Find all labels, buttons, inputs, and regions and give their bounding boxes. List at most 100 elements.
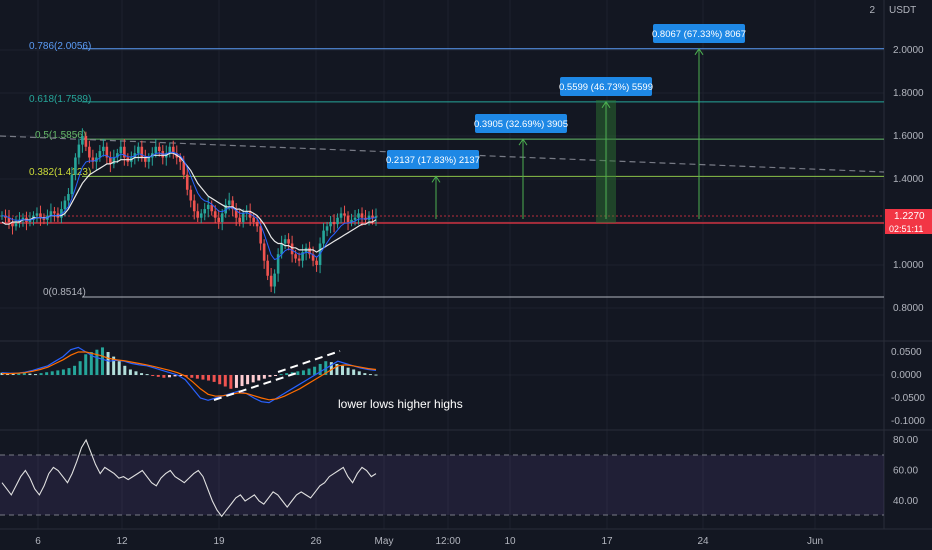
rsi-axis[interactable]: 80.00 60.00 40.00: [893, 435, 918, 507]
macd-hist-bar: [106, 352, 110, 375]
divergence-annotation: lower lows higher highs: [338, 397, 463, 411]
target-tag-4-text: 0.8067 (67.33%) 8067: [652, 29, 746, 40]
candle-body: [325, 226, 329, 231]
candle-body: [332, 222, 336, 225]
candle-body: [123, 146, 126, 158]
candle-body: [357, 213, 360, 218]
macd-hist-bar: [301, 370, 305, 375]
target-tag-3[interactable]: [560, 77, 652, 96]
candle-body: [213, 211, 217, 218]
countdown-text: 02:51:11: [889, 224, 923, 234]
candle-body: [346, 215, 350, 222]
macd-hist-bar: [56, 370, 60, 375]
candle-body: [343, 213, 346, 216]
candle-body: [7, 217, 11, 222]
macd-tick-label: -0.0500: [891, 393, 925, 404]
candle-body: [322, 230, 325, 244]
candle-body: [308, 247, 311, 255]
macd-hist-bar: [117, 361, 121, 375]
candle-body: [227, 200, 231, 205]
candle-body: [269, 275, 273, 287]
last-price-badge: [885, 209, 932, 222]
macd-axis[interactable]: 0.0500 0.0000 -0.0500 -0.1000: [891, 347, 925, 427]
macd-hist-bar: [368, 374, 372, 376]
divergence-line-low[interactable]: [213, 371, 301, 401]
candle-body: [70, 174, 74, 195]
price-tick-label: 1.0000: [893, 260, 924, 271]
macd-hist-bar: [190, 375, 194, 378]
time-tick-label: 26: [310, 536, 322, 547]
candle-body: [60, 209, 63, 218]
rsi-tick-label: 40.00: [893, 496, 918, 507]
macd-hist-bar: [112, 356, 116, 375]
macd-hist-bar: [22, 372, 26, 375]
candle-body: [67, 194, 70, 201]
candle-body: [350, 219, 353, 222]
macd-hist-bar: [73, 365, 77, 375]
macd-hist-bar: [78, 361, 82, 375]
target-arrow-head: [601, 100, 611, 109]
macd-hist-bar: [84, 354, 88, 375]
candle-body: [290, 243, 294, 255]
macd-hist-bar: [39, 373, 43, 375]
macd-hist-bar: [212, 375, 216, 382]
candle-body: [199, 213, 203, 218]
rsi-tick-label: 60.00: [893, 466, 918, 477]
rsi-band-background: [0, 455, 884, 515]
macd-hist-bar: [89, 352, 93, 375]
macd-hist-bar: [145, 374, 149, 376]
last-price-text: 1.2270: [894, 211, 925, 222]
macd-hist-bar: [251, 375, 255, 383]
macd-histogram: [0, 347, 378, 389]
candle-body: [182, 161, 186, 175]
target-tag-1[interactable]: [387, 150, 479, 169]
macd-hist-bar: [229, 375, 233, 389]
candle-body: [137, 146, 140, 154]
currency-label: USDT: [889, 5, 916, 16]
target-arrow-head: [431, 175, 441, 183]
candle-body: [255, 222, 259, 227]
target-tag-2-text: 0.3905 (32.69%) 3905: [474, 119, 568, 130]
time-tick-label: May: [375, 536, 394, 547]
candle-body: [185, 174, 189, 190]
macd-hist-bar: [195, 375, 199, 379]
macd-hist-bar: [329, 362, 333, 375]
macd-hist-bar: [307, 368, 311, 375]
macd-hist-bar: [67, 368, 71, 375]
macd-hist-bar: [61, 369, 65, 375]
target-tag-4[interactable]: [653, 24, 745, 43]
macd-hist-bar: [335, 363, 339, 375]
fib-label-05: 0.5(1.5856): [35, 130, 86, 141]
macd-hist-bar: [374, 374, 378, 376]
candle-body: [14, 222, 18, 227]
candle-body: [203, 209, 207, 214]
candle-body: [371, 215, 374, 218]
candle-body: [157, 146, 161, 152]
candle-body: [297, 258, 301, 261]
candle-body: [147, 157, 151, 162]
macd-hist-bar: [173, 375, 177, 377]
rsi-tick-label: 80.00: [893, 435, 918, 446]
candle-body: [206, 204, 210, 210]
divergence-line-high[interactable]: [277, 350, 341, 373]
macd-hist-bar: [95, 349, 99, 375]
candle-body: [112, 157, 116, 164]
candle-body: [301, 252, 304, 261]
macd-hist-bar: [268, 375, 272, 377]
target-tag-2[interactable]: [475, 114, 567, 133]
macd-hist-bar: [318, 363, 322, 375]
macd-hist-bar: [134, 371, 138, 375]
candle-body: [53, 211, 56, 214]
candle-body: [259, 226, 262, 244]
macd-hist-bar: [179, 375, 183, 376]
candle-body: [63, 200, 67, 210]
candle-body: [11, 222, 14, 227]
time-tick-label: 12: [116, 536, 128, 547]
candle-body: [196, 211, 200, 218]
target-tag-1-text: 0.2137 (17.83%) 2137: [386, 155, 480, 166]
candle-body: [189, 189, 193, 201]
time-axis[interactable]: 6 12 19 26 May 12:00 10 17 24 Jun: [35, 536, 823, 547]
target-arrow-head: [694, 47, 704, 56]
macd-hist-bar: [33, 374, 37, 376]
